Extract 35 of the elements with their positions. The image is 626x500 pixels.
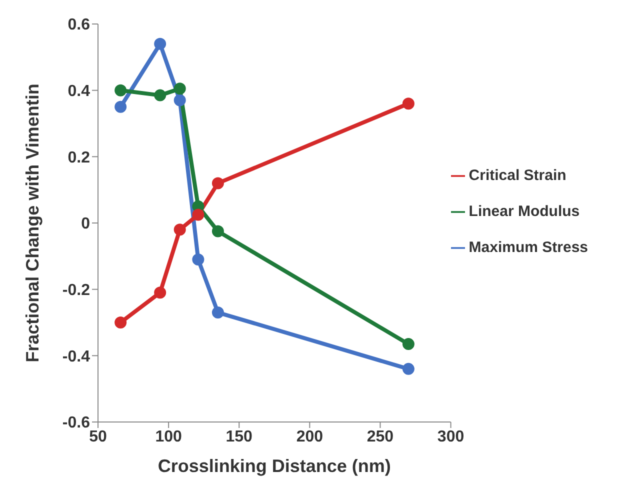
y-tick-label: -0.6 — [62, 414, 90, 432]
point — [192, 253, 204, 266]
y-tick-label: 0.2 — [68, 149, 90, 166]
x-tick-label: 100 — [155, 428, 182, 446]
x-tick-label: 250 — [366, 428, 394, 446]
point — [154, 38, 166, 50]
legend-label: Critical Strain — [468, 167, 566, 184]
x-tick-label: 50 — [89, 428, 107, 446]
point — [212, 177, 224, 190]
x-tick-label: 150 — [226, 428, 253, 446]
y-tick-label: 0.6 — [68, 16, 90, 34]
point — [154, 89, 166, 102]
point — [402, 338, 414, 350]
y-tick-label: 0 — [81, 216, 90, 233]
point — [192, 208, 204, 221]
point — [402, 362, 414, 375]
y-tick-label: 0.4 — [68, 83, 90, 100]
y-axis-title: Fractional Change with Vimentin — [22, 84, 42, 362]
x-tick-label: 200 — [296, 428, 324, 446]
point — [212, 225, 224, 238]
point — [174, 82, 186, 95]
point — [114, 316, 127, 328]
legend-label: Linear Modulus — [468, 203, 580, 220]
point — [114, 84, 127, 96]
y-tick-label: -0.2 — [62, 282, 90, 300]
x-axis-title: Crosslinking Distance (nm) — [158, 456, 391, 476]
y-tick-label: -0.4 — [62, 348, 90, 366]
point — [212, 306, 224, 319]
x-tick-label: 300 — [437, 428, 464, 446]
point — [402, 98, 414, 110]
legend-label: Maximum Stress — [468, 239, 588, 256]
point — [114, 100, 127, 113]
point — [174, 94, 186, 106]
point — [174, 224, 186, 236]
point — [154, 286, 166, 299]
